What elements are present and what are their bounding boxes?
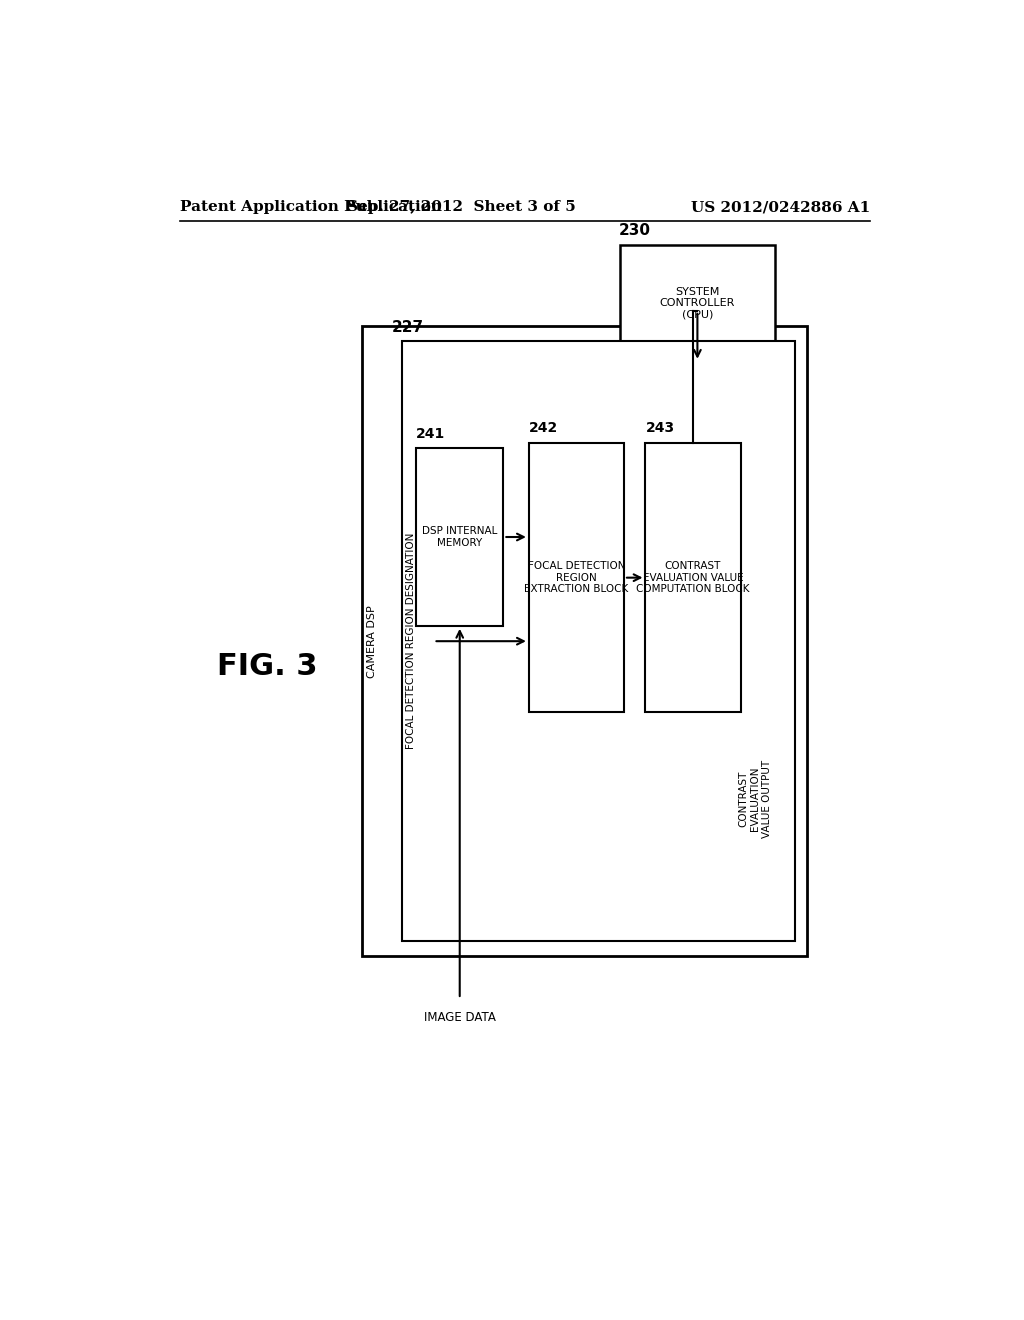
Text: FOCAL DETECTION REGION DESIGNATION: FOCAL DETECTION REGION DESIGNATION [407,533,417,750]
Text: 243: 243 [645,421,675,434]
Text: CAMERA DSP: CAMERA DSP [368,605,378,677]
Bar [645,444,740,713]
Text: DSP INTERNAL
MEMORY: DSP INTERNAL MEMORY [422,527,498,548]
Bar [362,326,807,956]
Text: CONTRAST
EVALUATION
VALUE OUTPUT: CONTRAST EVALUATION VALUE OUTPUT [738,760,771,838]
Text: Patent Application Publication: Patent Application Publication [179,201,441,214]
Text: FIG. 3: FIG. 3 [217,652,317,681]
Text: 230: 230 [618,223,650,238]
Text: 242: 242 [528,421,558,434]
Text: IMAGE DATA: IMAGE DATA [424,1011,496,1024]
Bar [401,342,795,941]
Text: US 2012/0242886 A1: US 2012/0242886 A1 [691,201,870,214]
Text: CONTRAST
EVALUATION VALUE
COMPUTATION BLOCK: CONTRAST EVALUATION VALUE COMPUTATION BL… [636,561,750,594]
Bar [528,444,624,713]
Text: Sep. 27, 2012  Sheet 3 of 5: Sep. 27, 2012 Sheet 3 of 5 [347,201,575,214]
Text: 241: 241 [416,426,445,441]
Bar [620,244,775,362]
Bar [416,447,504,626]
Text: 227: 227 [391,321,424,335]
Text: SYSTEM
CONTROLLER
(CPU): SYSTEM CONTROLLER (CPU) [659,286,735,319]
Text: FOCAL DETECTION
REGION
EXTRACTION BLOCK: FOCAL DETECTION REGION EXTRACTION BLOCK [524,561,629,594]
